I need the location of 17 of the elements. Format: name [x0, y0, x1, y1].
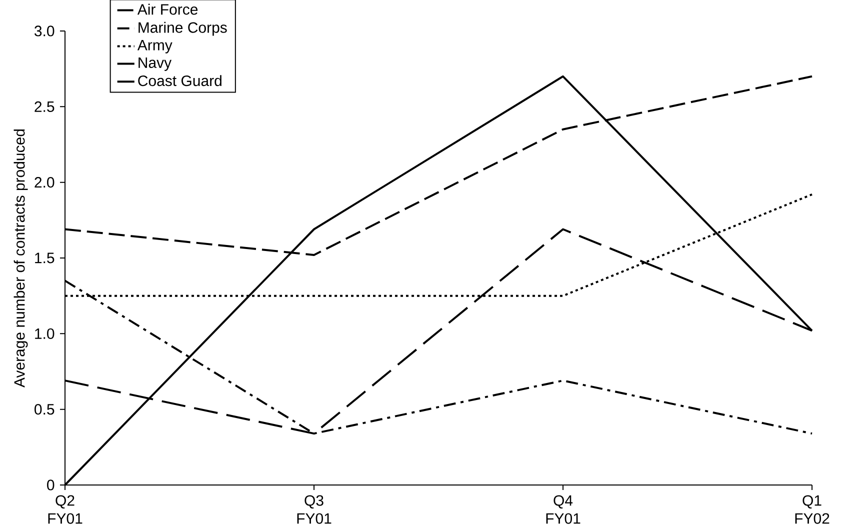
y-tick-label: 0.5 [34, 404, 54, 415]
legend-label: Air Force [137, 4, 198, 15]
x-tick-label: Q1 FY02 [795, 495, 830, 524]
x-tick-label: Q2 FY01 [48, 495, 82, 524]
x-tick-label: Q4 FY01 [546, 495, 580, 524]
y-tick-label: 0 [47, 480, 54, 490]
legend-label: Navy [138, 58, 172, 71]
legend-label: Army [137, 40, 172, 54]
y-tick-label: 2.5 [34, 101, 54, 112]
legend-label: Marine Corps [138, 22, 227, 36]
legend-label: Coast Guard [138, 75, 222, 86]
y-tick-label: 1.5 [35, 252, 54, 264]
x-tick-label: Q3 FY01 [297, 495, 332, 524]
y-tick-label: 3.0 [34, 26, 54, 36]
y-tick-label: 1.0 [35, 328, 54, 339]
y-tick-label: 2.0 [34, 177, 54, 188]
y-axis-title: Average number of contracts produced [14, 129, 28, 388]
